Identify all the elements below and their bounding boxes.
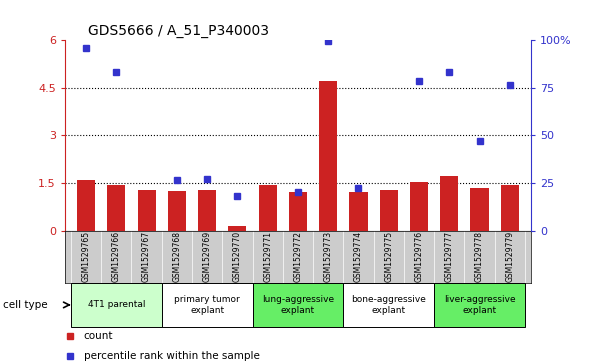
Bar (440, 176, 458, 231)
Text: GSM1529771: GSM1529771 (263, 231, 272, 282)
Text: GSM1529774: GSM1529774 (354, 231, 363, 282)
Text: GSM1529770: GSM1529770 (233, 231, 242, 282)
Text: GSM1529777: GSM1529777 (445, 231, 454, 282)
Text: GSM1529776: GSM1529776 (415, 231, 424, 282)
Bar (253, 283, 343, 327)
Bar (168, 191, 186, 231)
Text: GSM1529773: GSM1529773 (324, 231, 333, 282)
Text: bone-aggressive
explant: bone-aggressive explant (351, 295, 426, 315)
Bar (289, 192, 307, 231)
Bar (501, 185, 519, 231)
Bar (228, 227, 247, 231)
Text: cell type: cell type (3, 300, 48, 310)
Bar (137, 190, 156, 231)
Text: GSM1529779: GSM1529779 (505, 231, 514, 282)
Bar (349, 192, 368, 231)
Bar (71, 283, 162, 327)
Text: GSM1529766: GSM1529766 (112, 231, 121, 282)
Text: GSM1529778: GSM1529778 (475, 231, 484, 282)
Text: lung-aggressive
explant: lung-aggressive explant (262, 295, 334, 315)
Bar (319, 81, 337, 231)
Text: primary tumor
explant: primary tumor explant (174, 295, 240, 315)
Bar (258, 185, 277, 231)
Bar (198, 190, 216, 231)
Text: GSM1529767: GSM1529767 (142, 231, 151, 282)
Text: GSM1529772: GSM1529772 (293, 231, 303, 282)
Bar (107, 185, 126, 231)
Text: percentile rank within the sample: percentile rank within the sample (84, 351, 260, 361)
Text: GSM1529765: GSM1529765 (81, 231, 91, 282)
Text: GSM1529768: GSM1529768 (172, 231, 181, 282)
Text: liver-aggressive
explant: liver-aggressive explant (444, 295, 515, 315)
Bar (434, 283, 525, 327)
Bar (162, 283, 253, 327)
Text: GSM1529769: GSM1529769 (202, 231, 212, 282)
Text: GDS5666 / A_51_P340003: GDS5666 / A_51_P340003 (88, 24, 269, 37)
Bar (77, 180, 95, 231)
Text: GSM1529775: GSM1529775 (384, 231, 394, 282)
Bar (380, 190, 398, 231)
Text: count: count (84, 331, 113, 341)
Bar (470, 188, 489, 231)
Text: 4T1 parental: 4T1 parental (87, 301, 145, 309)
Bar (343, 283, 434, 327)
Bar (410, 182, 428, 231)
